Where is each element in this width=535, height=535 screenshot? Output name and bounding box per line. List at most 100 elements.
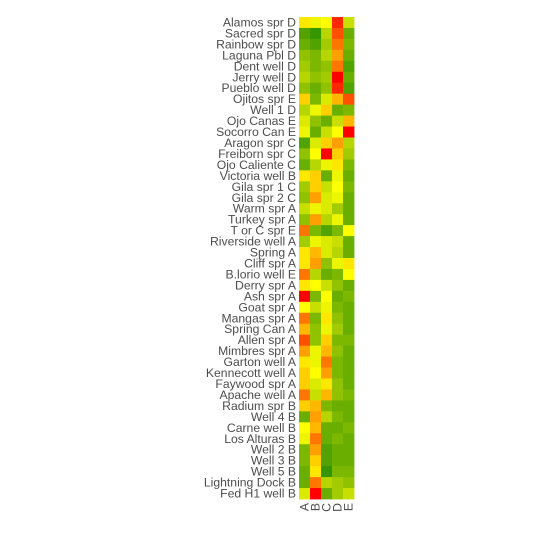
- heatmap-cell: [343, 444, 355, 456]
- row-label: Rainbow spr D: [216, 37, 296, 51]
- heatmap-cell: [332, 367, 344, 379]
- heatmap-cell: [321, 93, 333, 106]
- heatmap-cell: [310, 455, 322, 467]
- heatmap-cell: [299, 279, 311, 292]
- heatmap-cell: [321, 466, 333, 478]
- heatmap-cell: [332, 290, 344, 303]
- heatmap-cell: [299, 258, 311, 270]
- heatmap-cell: [299, 192, 311, 204]
- heatmap-cell: [321, 126, 333, 138]
- heatmap-cell: [299, 312, 311, 325]
- heatmap-cell: [310, 422, 322, 434]
- heatmap-cell: [321, 488, 333, 500]
- row-label: Carne well B: [227, 421, 296, 435]
- heatmap-cell: [332, 455, 344, 467]
- heatmap-cell: [321, 27, 333, 40]
- heatmap-cell: [332, 38, 344, 51]
- heatmap-cell: [321, 170, 333, 182]
- heatmap-cell: [321, 214, 333, 226]
- row-label: Radium spr B: [222, 399, 296, 413]
- column-label: C: [320, 503, 334, 512]
- heatmap-cell: [332, 334, 344, 347]
- heatmap-cell: [321, 323, 333, 336]
- heatmap-cell: [310, 290, 322, 303]
- heatmap-cell: [310, 356, 322, 368]
- heatmap-cell: [343, 137, 355, 149]
- heatmap-cell: [321, 159, 333, 171]
- heatmap-cell: [332, 214, 344, 226]
- heatmap-cell: [310, 433, 322, 445]
- heatmap-cell: [343, 27, 355, 40]
- heatmap-cell: [332, 389, 344, 401]
- heatmap-cell: [343, 181, 355, 193]
- row-label: Apache well A: [219, 388, 296, 402]
- heatmap-cell: [310, 214, 322, 226]
- heatmap-cell: [310, 389, 322, 401]
- heatmap-cell: [343, 268, 355, 281]
- heatmap-cell: [343, 225, 355, 237]
- heatmap-cell: [299, 247, 311, 259]
- heatmap-cell: [310, 82, 322, 95]
- heatmap-cell: [299, 301, 311, 314]
- heatmap-cell: [299, 170, 311, 182]
- heatmap-cell: [299, 115, 311, 127]
- heatmap-cell: [332, 323, 344, 336]
- heatmap-cell: [343, 334, 355, 347]
- row-label: Kennecott well A: [206, 366, 297, 380]
- row-label: Spring A: [250, 246, 297, 260]
- heatmap-cell: [321, 17, 333, 29]
- heatmap-cell: [299, 488, 311, 500]
- heatmap-cell: [343, 455, 355, 467]
- heatmap-cell: [332, 49, 344, 62]
- heatmap-cell: [321, 455, 333, 467]
- heatmap-cell: [332, 378, 344, 390]
- heatmap-cell: [332, 345, 344, 357]
- heatmap-cell: [321, 148, 333, 160]
- heatmap-cell: [332, 137, 344, 149]
- heatmap-cell: [321, 334, 333, 347]
- heatmap-cell: [299, 38, 311, 51]
- heatmap-cell: [321, 268, 333, 281]
- column-label: D: [331, 503, 345, 512]
- heatmap-cell: [299, 334, 311, 347]
- row-label: Riverside well A: [210, 235, 297, 249]
- heatmap-cell: [321, 225, 333, 237]
- heatmap-cell: [343, 367, 355, 379]
- row-label: Victoria well B: [220, 169, 296, 183]
- heatmap-cell: [299, 137, 311, 149]
- heatmap-cell: [332, 444, 344, 456]
- row-label: Ojitos spr E: [233, 92, 296, 106]
- heatmap-cell: [321, 444, 333, 456]
- heatmap-cell: [321, 279, 333, 292]
- heatmap-cell: [321, 82, 333, 95]
- heatmap-cell: [299, 411, 311, 423]
- heatmap-cell: [321, 433, 333, 445]
- row-label: Laguna Pbl D: [222, 48, 296, 62]
- heatmap-cell: [332, 27, 344, 40]
- heatmap-cell: [332, 17, 344, 29]
- heatmap-cell: [332, 115, 344, 127]
- heatmap-cell: [310, 27, 322, 40]
- heatmap-cell: [332, 422, 344, 434]
- heatmap-cell: [321, 115, 333, 127]
- row-label: Well 2 B: [251, 443, 296, 457]
- heatmap-cell: [321, 411, 333, 423]
- column-label: B: [309, 503, 323, 511]
- heatmap-cell: [299, 71, 311, 84]
- heatmap-cell: [299, 17, 311, 29]
- heatmap-cell: [343, 279, 355, 292]
- heatmap-cell: [310, 334, 322, 347]
- heatmap-cell: [310, 236, 322, 248]
- row-label: Ojo Caliente C: [217, 158, 296, 172]
- heatmap-cell: [299, 203, 311, 215]
- heatmap-cell: [321, 71, 333, 84]
- heatmap-cell: [321, 367, 333, 379]
- heatmap-cell: [299, 455, 311, 467]
- heatmap-cell: [299, 389, 311, 401]
- heatmap-cell: [343, 356, 355, 368]
- heatmap-cell: [310, 192, 322, 204]
- heatmap-cell: [310, 258, 322, 270]
- heatmap-cell: [299, 290, 311, 303]
- heatmap-cell: [310, 411, 322, 423]
- heatmap-cell: [299, 323, 311, 336]
